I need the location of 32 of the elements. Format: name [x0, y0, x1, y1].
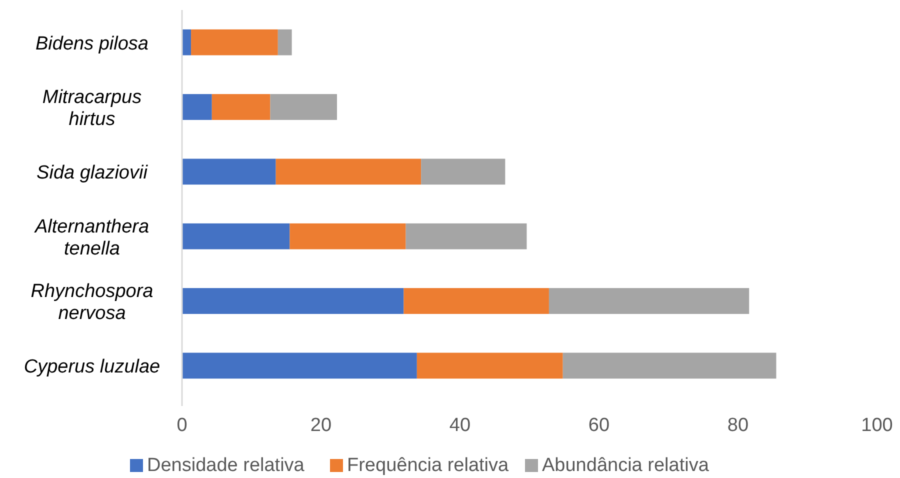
legend-label: Densidade relativa [147, 455, 305, 476]
x-tick-label: 0 [176, 415, 188, 436]
x-tick-label: 20 [310, 415, 332, 436]
legend-label: Frequência relativa [347, 455, 510, 476]
bar [421, 158, 506, 185]
bar [270, 94, 337, 120]
x-tick-label: 60 [588, 415, 610, 436]
bar [182, 352, 417, 379]
y-tick-label: Bidens pilosa [35, 33, 149, 54]
y-tick-label: Rhynchospora nervosa [30, 281, 154, 324]
bar [182, 158, 276, 185]
x-tick-label: 40 [449, 415, 471, 436]
x-tick-label: 100 [861, 415, 893, 436]
y-tick-label: Sida glaziovii [36, 162, 148, 184]
bar [191, 29, 278, 56]
bar [562, 352, 776, 379]
x-tick-label: 80 [727, 415, 749, 436]
bar [278, 29, 292, 56]
y-tick-label: Mitracarpus hirtus [42, 87, 142, 130]
y-tick-label: Alternanthera tenella [34, 216, 150, 260]
bar [406, 223, 527, 250]
y-tick-label: Cyperus luzulae [24, 356, 160, 378]
bar [212, 94, 270, 120]
bar [182, 288, 404, 314]
bar [182, 223, 290, 250]
bar [404, 288, 549, 314]
bar [276, 158, 422, 185]
legend-label: Abundância relativa [542, 455, 710, 476]
bar [548, 288, 750, 314]
bar [182, 94, 212, 120]
bar [290, 223, 406, 250]
bar [416, 352, 563, 379]
